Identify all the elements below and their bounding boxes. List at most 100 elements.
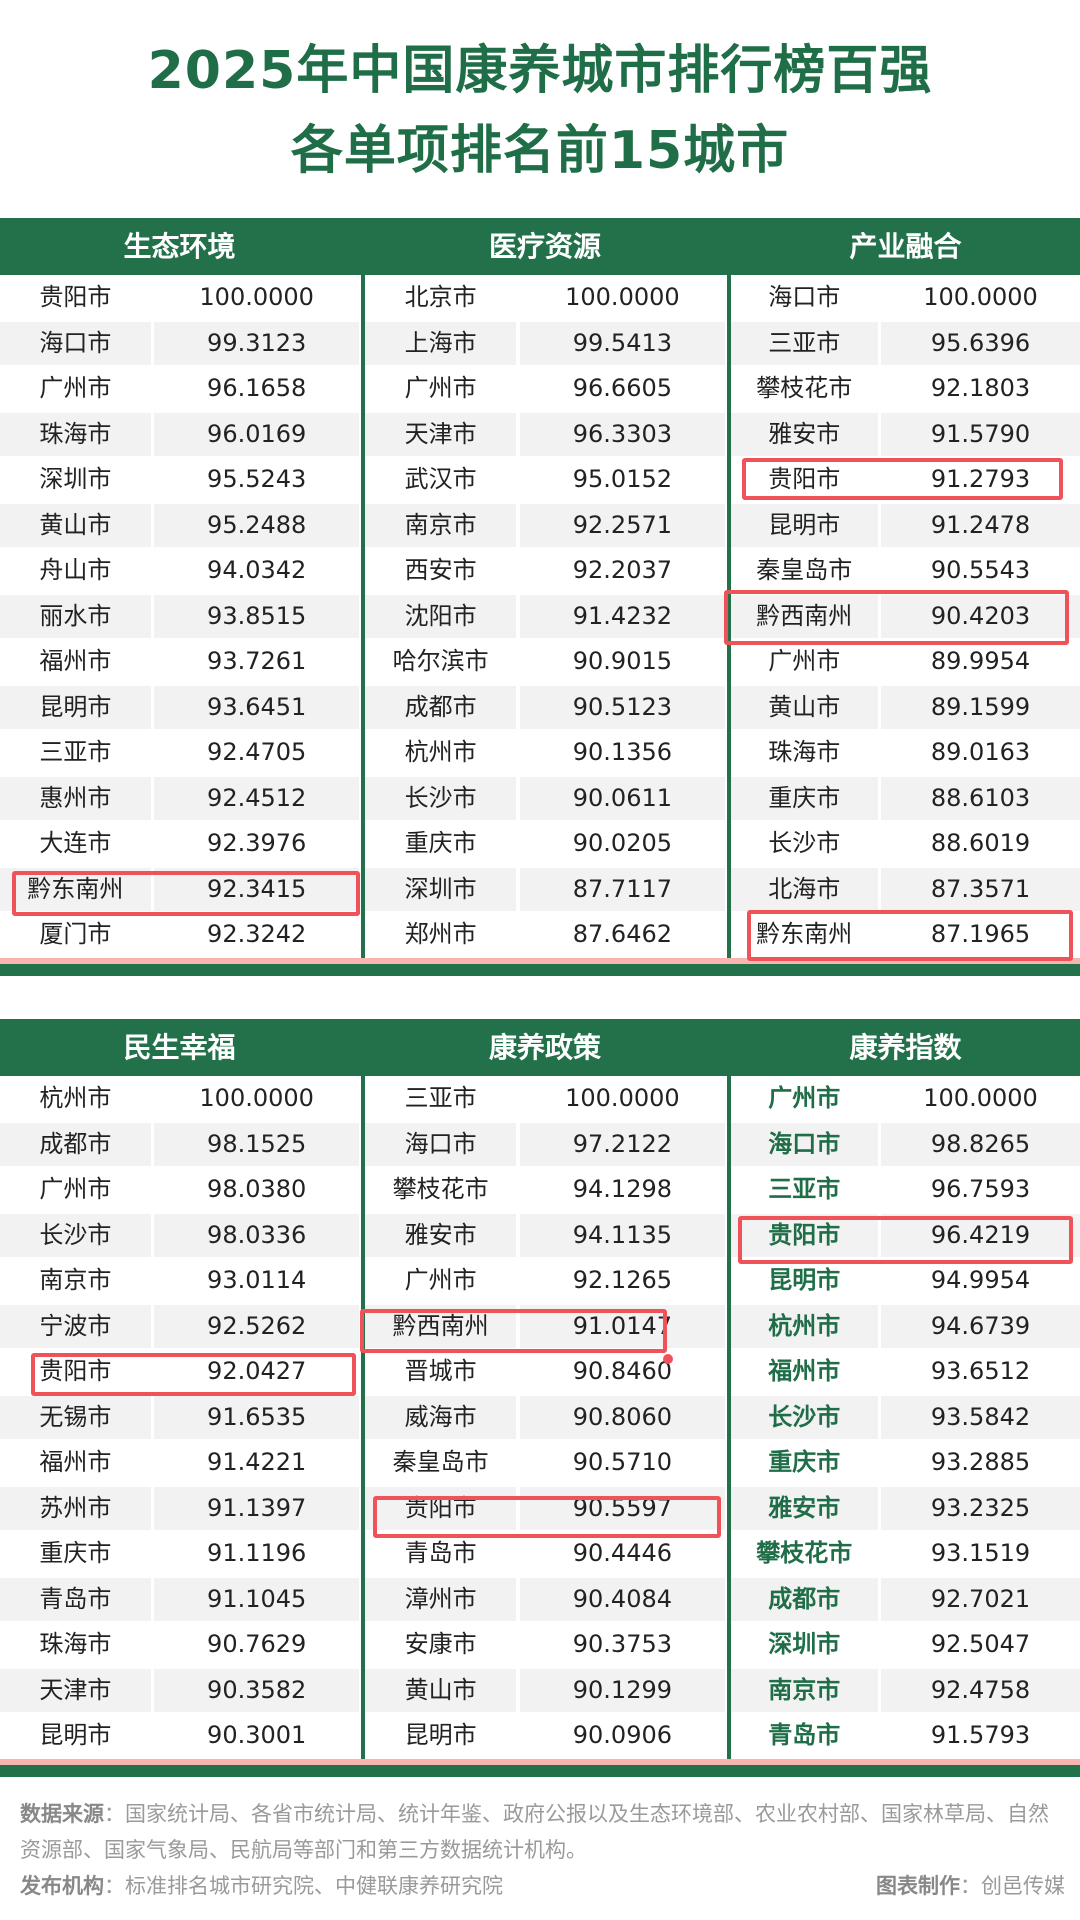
table-row: 海口市 98.8265	[731, 1122, 1080, 1168]
table-row: 深圳市 95.5243	[0, 457, 359, 503]
score-value: 99.5413	[519, 321, 725, 365]
table-row: 秦皇岛市 90.5710	[365, 1440, 725, 1486]
city-name: 雅安市	[731, 412, 878, 456]
city-name: 广州市	[404, 1266, 477, 1294]
table-row: 西安市 92.2037	[365, 548, 725, 594]
city-name: 重庆市	[768, 1448, 841, 1476]
city-name: 晋城市	[404, 1357, 477, 1385]
city-name: 攀枝花市	[756, 1539, 853, 1567]
table-row: 长沙市 90.0611	[365, 776, 725, 822]
city-name: 哈尔滨市	[392, 647, 489, 675]
city-name: 贵阳市	[39, 283, 112, 311]
score-value: 93.0114	[207, 1266, 307, 1294]
score-value: 93.2885	[930, 1448, 1031, 1476]
city-name: 舟山市	[39, 556, 112, 584]
table-row: 宁波市 92.5262	[0, 1304, 359, 1350]
city-name: 三亚市	[39, 738, 112, 766]
score-value: 92.5262	[154, 1304, 359, 1348]
table-row: 哈尔滨市 90.9015	[365, 639, 725, 685]
table-row: 广州市 100.0000	[731, 1076, 1080, 1122]
score-value: 93.8515	[154, 594, 359, 638]
ranking-panel: 广州市 100.0000 海口市 98.8265 三亚市 96.7593 贵阳市 96.421…	[731, 1076, 1080, 1759]
city-name: 深圳市	[39, 465, 112, 493]
city-name: 深圳市	[365, 867, 517, 911]
city-name: 黄山市	[365, 1668, 517, 1712]
table-row: 贵阳市 100.0000	[0, 275, 359, 321]
score-value: 100.0000	[923, 1084, 1038, 1112]
table-row: 黔西南州 90.4203	[731, 594, 1080, 640]
score-value: 92.1803	[930, 374, 1031, 402]
score-value: 90.4203	[881, 594, 1080, 638]
city-name: 贵阳市	[731, 1213, 878, 1257]
table-row: 杭州市 100.0000	[0, 1076, 359, 1122]
ranking-panel: 北京市 100.0000 上海市 99.5413 广州市 96.6605 天津市 96.330…	[365, 275, 725, 958]
city-name: 珠海市	[0, 412, 151, 456]
city-name: 南京市	[39, 1266, 112, 1294]
ranking-panel: 海口市 100.0000 三亚市 95.6396 攀枝花市 92.1803 雅安市 91.57…	[731, 275, 1080, 958]
column-header: 民生幸福	[123, 1031, 236, 1064]
city-name: 北海市	[731, 867, 878, 911]
table-row: 攀枝花市 92.1803	[731, 366, 1080, 412]
column-header: 康养指数	[849, 1031, 962, 1064]
city-name: 青岛市	[0, 1577, 151, 1621]
city-name: 青岛市	[404, 1539, 477, 1567]
table-row: 南京市 92.4758	[731, 1668, 1080, 1714]
city-name: 长沙市	[731, 1395, 878, 1439]
highlight-box	[747, 910, 1073, 961]
score-value: 100.0000	[565, 1084, 680, 1112]
source-label: 数据来源	[20, 1802, 104, 1826]
table-row: 重庆市 91.1196	[0, 1531, 359, 1577]
table-row: 长沙市 93.5842	[731, 1395, 1080, 1441]
table-row: 广州市 96.1658	[0, 366, 359, 412]
score-value: 93.7261	[207, 647, 307, 675]
city-name: 广州市	[404, 374, 477, 402]
score-value: 91.5790	[881, 412, 1080, 456]
score-value: 96.7593	[930, 1175, 1031, 1203]
city-name: 威海市	[365, 1395, 517, 1439]
city-name: 黔东南州	[756, 920, 853, 948]
maker-label: 图表制作	[876, 1874, 960, 1898]
city-name: 海口市	[0, 321, 151, 365]
score-value: 90.4084	[519, 1577, 725, 1621]
score-value: 90.3753	[572, 1630, 673, 1658]
score-value: 90.9015	[572, 647, 673, 675]
table-row: 南京市 92.2571	[365, 503, 725, 549]
score-value: 91.0147	[519, 1304, 725, 1348]
table-row: 福州市 93.6512	[731, 1349, 1080, 1395]
city-name: 攀枝花市	[392, 1175, 489, 1203]
city-name: 广州市	[39, 1175, 112, 1203]
table-header-bar: 民生幸福 康养政策 康养指数	[0, 1019, 1080, 1076]
table-row: 丽水市 93.8515	[0, 594, 359, 640]
table-row: 武汉市 95.0152	[365, 457, 725, 503]
score-value: 93.2325	[881, 1486, 1080, 1530]
score-value: 100.0000	[565, 283, 680, 311]
table-row: 贵阳市 96.4219	[731, 1213, 1080, 1259]
ranking-panel: 贵阳市 100.0000 海口市 99.3123 广州市 96.1658 珠海市 96.016…	[0, 275, 359, 958]
city-name: 南京市	[365, 503, 517, 547]
score-value: 87.1965	[930, 920, 1031, 948]
city-name: 攀枝花市	[756, 374, 853, 402]
city-name: 武汉市	[404, 465, 477, 493]
city-name: 贵阳市	[39, 1357, 112, 1385]
table-row: 雅安市 93.2325	[731, 1486, 1080, 1532]
score-value: 91.1397	[154, 1486, 359, 1530]
city-name: 安康市	[404, 1630, 477, 1658]
highlight-box	[12, 871, 360, 916]
table-row: 福州市 93.7261	[0, 639, 359, 685]
score-value: 91.1196	[207, 1539, 307, 1567]
table-row: 珠海市 90.7629	[0, 1622, 359, 1668]
table-row: 贵阳市 91.2793	[731, 457, 1080, 503]
highlight-box	[31, 1353, 356, 1396]
score-value: 98.0380	[207, 1175, 307, 1203]
table-row: 惠州市 92.4512	[0, 776, 359, 822]
score-value: 96.1658	[207, 374, 307, 402]
table-row: 广州市 89.9954	[731, 639, 1080, 685]
score-value: 91.5793	[930, 1721, 1031, 1749]
table-row: 昆明市 93.6451	[0, 685, 359, 731]
table-bottom-bar	[0, 1764, 1080, 1777]
score-value: 91.2793	[930, 465, 1031, 493]
score-value: 90.0205	[572, 829, 673, 857]
score-value: 90.4446	[572, 1539, 673, 1567]
table-row: 昆明市 94.9954	[731, 1258, 1080, 1304]
score-value: 94.9954	[930, 1266, 1031, 1294]
